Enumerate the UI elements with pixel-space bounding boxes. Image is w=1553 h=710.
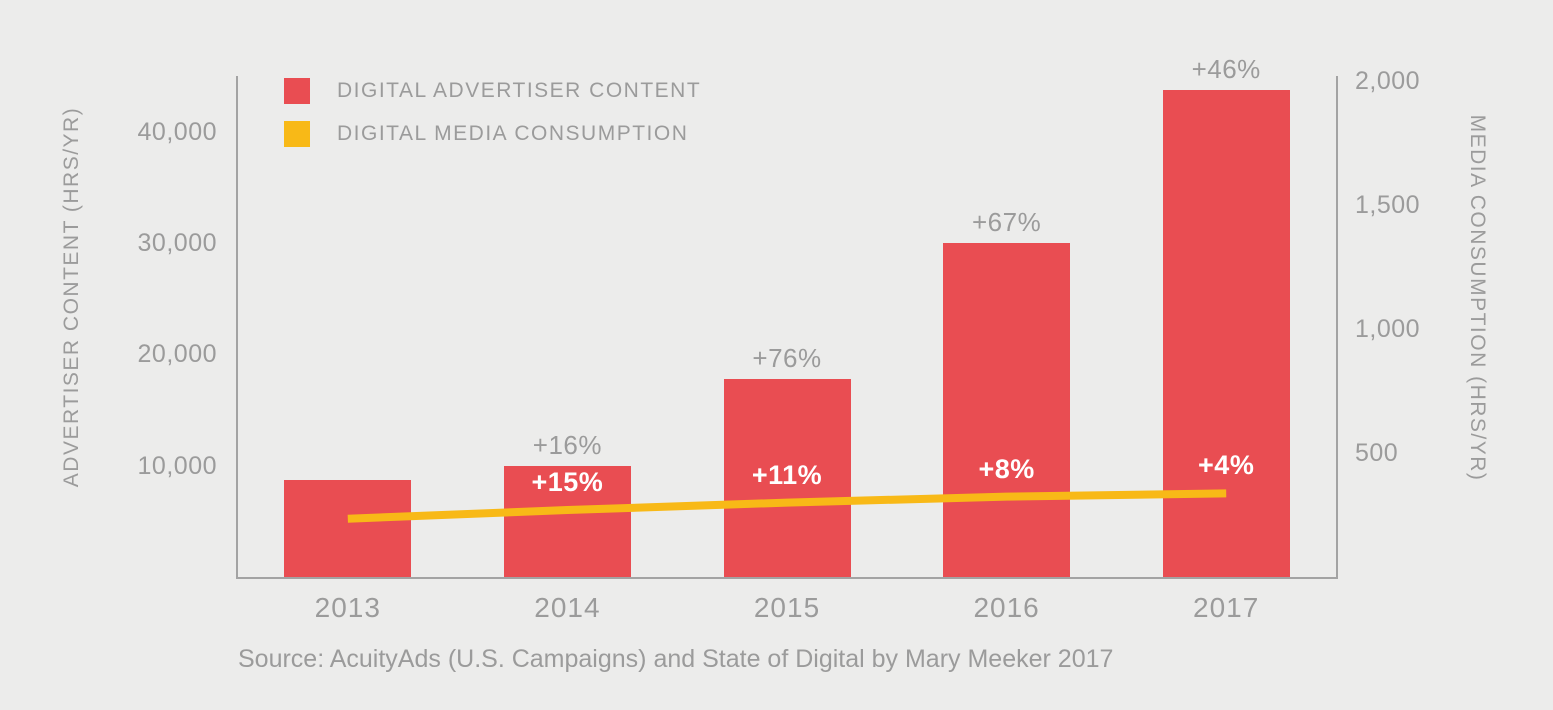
x-axis-label-2015: 2015 [753, 592, 821, 623]
right-axis-tick-2000: 2,000 [1355, 66, 1421, 95]
left-axis-tick-30000: 30,000 [137, 229, 217, 257]
left-axis-tick-20000: 20,000 [137, 340, 217, 369]
plot-area: +16% +15% +76% +11% +67% +8% +46% +4% [236, 54, 1338, 579]
x-axis-label-2013: 2013 [314, 592, 381, 623]
legend-item-media-consumption: DIGITAL MEDIA CONSUMPTION [284, 121, 701, 147]
x-axis-label-2014: 2014 [534, 592, 601, 623]
source-note: Source: AcuityAds (U.S. Campaigns) and S… [238, 645, 1114, 673]
bar-growth-label-2015: +76% [752, 343, 822, 374]
media-consumption-swatch-icon [284, 121, 310, 147]
x-axis-label-2016: 2016 [973, 592, 1040, 623]
right-axis-tick-500: 500 [1355, 438, 1399, 467]
line-growth-label-2016: +8% [978, 453, 1035, 484]
line-growth-label-2017: +4% [1198, 450, 1255, 481]
left-axis-title: ADVERTISER CONTENT (HRS/YR) [60, 106, 83, 488]
bar-2014 [503, 465, 631, 577]
right-axis-title: MEDIA CONSUMPTION (HRS/YR) [1466, 114, 1489, 482]
bar-growth-label-2016: +67% [971, 207, 1042, 237]
legend-label-media-consumption: DIGITAL MEDIA CONSUMPTION [337, 122, 689, 145]
legend-item-advertiser-content: DIGITAL ADVERTISER CONTENT [284, 78, 701, 104]
bar-growth-label-2017: +46% [1191, 54, 1261, 85]
bar-2016 [943, 243, 1071, 577]
legend-label-advertiser-content: DIGITAL ADVERTISER CONTENT [337, 79, 702, 102]
x-axis-label-2017: 2017 [1193, 592, 1260, 623]
media-consumption-line [347, 489, 1227, 523]
legend: DIGITAL ADVERTISER CONTENT DIGITAL MEDIA… [284, 78, 701, 147]
advertiser-content-swatch-icon [284, 78, 310, 104]
right-axis-tick-1500: 1,500 [1355, 190, 1421, 219]
bar-2013 [284, 479, 412, 577]
bar-growth-label-2014: +16% [532, 429, 603, 460]
left-axis-tick-10000: 10,000 [137, 451, 217, 480]
media-consumption-polyline [347, 489, 1227, 523]
left-axis-tick-40000: 40,000 [137, 117, 217, 146]
bar-2015 [723, 379, 851, 577]
line-growth-label-2015: +11% [751, 459, 823, 490]
line-growth-label-2014: +15% [531, 467, 604, 498]
right-axis-tick-1000: 1,000 [1355, 314, 1421, 343]
